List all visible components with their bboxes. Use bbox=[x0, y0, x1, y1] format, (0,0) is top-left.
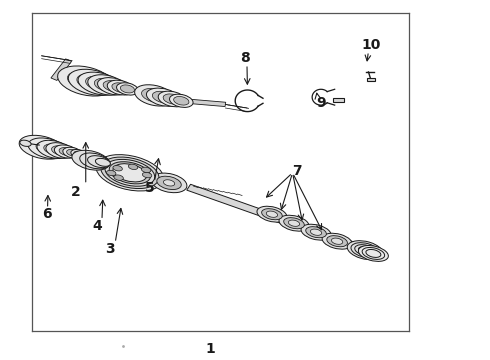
Ellipse shape bbox=[358, 246, 389, 261]
Ellipse shape bbox=[88, 156, 110, 168]
Ellipse shape bbox=[158, 91, 186, 107]
Ellipse shape bbox=[68, 69, 117, 95]
Ellipse shape bbox=[95, 78, 119, 91]
Ellipse shape bbox=[96, 158, 110, 166]
Bar bbox=[367, 78, 375, 81]
Ellipse shape bbox=[59, 148, 73, 156]
Ellipse shape bbox=[86, 76, 114, 91]
Ellipse shape bbox=[77, 74, 109, 91]
Ellipse shape bbox=[19, 135, 64, 159]
Ellipse shape bbox=[109, 162, 150, 184]
Ellipse shape bbox=[96, 155, 164, 191]
Polygon shape bbox=[149, 176, 167, 183]
Ellipse shape bbox=[135, 85, 174, 106]
Ellipse shape bbox=[351, 243, 379, 258]
Text: 6: 6 bbox=[42, 207, 51, 221]
Text: 8: 8 bbox=[240, 51, 250, 65]
Ellipse shape bbox=[28, 140, 55, 154]
Ellipse shape bbox=[128, 164, 138, 170]
Text: 5: 5 bbox=[145, 181, 154, 195]
Ellipse shape bbox=[20, 140, 31, 147]
Polygon shape bbox=[187, 184, 384, 258]
Ellipse shape bbox=[98, 78, 129, 95]
Ellipse shape bbox=[322, 233, 352, 249]
Ellipse shape bbox=[113, 164, 147, 182]
Polygon shape bbox=[79, 150, 97, 160]
Ellipse shape bbox=[284, 218, 304, 229]
Ellipse shape bbox=[147, 88, 180, 106]
Polygon shape bbox=[117, 85, 153, 97]
Ellipse shape bbox=[68, 71, 104, 91]
Ellipse shape bbox=[266, 211, 278, 217]
Ellipse shape bbox=[101, 157, 159, 189]
Ellipse shape bbox=[327, 236, 347, 247]
Ellipse shape bbox=[28, 138, 68, 159]
Ellipse shape bbox=[142, 89, 167, 102]
Ellipse shape bbox=[279, 215, 309, 231]
Ellipse shape bbox=[151, 173, 187, 193]
Ellipse shape bbox=[88, 75, 125, 95]
Text: 1: 1 bbox=[206, 342, 216, 356]
Text: 9: 9 bbox=[316, 96, 326, 109]
Ellipse shape bbox=[257, 206, 287, 222]
Text: 4: 4 bbox=[92, 219, 102, 233]
Ellipse shape bbox=[157, 176, 181, 190]
Ellipse shape bbox=[366, 249, 381, 257]
Ellipse shape bbox=[262, 209, 282, 220]
Ellipse shape bbox=[170, 94, 193, 107]
Ellipse shape bbox=[107, 80, 134, 95]
Ellipse shape bbox=[37, 140, 71, 158]
Ellipse shape bbox=[71, 149, 86, 158]
Polygon shape bbox=[51, 59, 72, 80]
Ellipse shape bbox=[301, 224, 331, 240]
Ellipse shape bbox=[347, 241, 383, 260]
Ellipse shape bbox=[359, 247, 371, 254]
Text: 3: 3 bbox=[105, 242, 115, 256]
Text: 10: 10 bbox=[362, 38, 381, 52]
Ellipse shape bbox=[152, 91, 174, 103]
Ellipse shape bbox=[112, 83, 129, 93]
Text: 2: 2 bbox=[71, 185, 81, 198]
Ellipse shape bbox=[80, 153, 110, 169]
Ellipse shape bbox=[58, 66, 114, 96]
Ellipse shape bbox=[143, 172, 152, 178]
Ellipse shape bbox=[63, 147, 82, 158]
Polygon shape bbox=[182, 99, 226, 107]
Ellipse shape bbox=[288, 220, 300, 226]
Ellipse shape bbox=[121, 85, 134, 93]
Ellipse shape bbox=[362, 247, 385, 260]
Ellipse shape bbox=[105, 159, 155, 186]
Ellipse shape bbox=[114, 175, 123, 180]
Ellipse shape bbox=[54, 145, 78, 158]
Ellipse shape bbox=[78, 72, 121, 95]
Polygon shape bbox=[92, 159, 107, 167]
Ellipse shape bbox=[331, 238, 343, 244]
Text: 7: 7 bbox=[292, 164, 301, 178]
Ellipse shape bbox=[355, 245, 375, 256]
Ellipse shape bbox=[117, 83, 138, 95]
Ellipse shape bbox=[51, 146, 69, 155]
Ellipse shape bbox=[163, 180, 175, 186]
Ellipse shape bbox=[106, 170, 116, 176]
Ellipse shape bbox=[46, 143, 74, 158]
Ellipse shape bbox=[173, 96, 189, 105]
Ellipse shape bbox=[72, 150, 109, 170]
Ellipse shape bbox=[67, 149, 78, 156]
Ellipse shape bbox=[310, 229, 322, 235]
Ellipse shape bbox=[103, 81, 124, 92]
Ellipse shape bbox=[36, 142, 60, 154]
Bar bbox=[333, 98, 344, 102]
Ellipse shape bbox=[74, 151, 83, 156]
Ellipse shape bbox=[163, 94, 181, 104]
Ellipse shape bbox=[142, 167, 151, 172]
Ellipse shape bbox=[44, 144, 64, 155]
Ellipse shape bbox=[113, 166, 122, 171]
Ellipse shape bbox=[306, 227, 326, 238]
